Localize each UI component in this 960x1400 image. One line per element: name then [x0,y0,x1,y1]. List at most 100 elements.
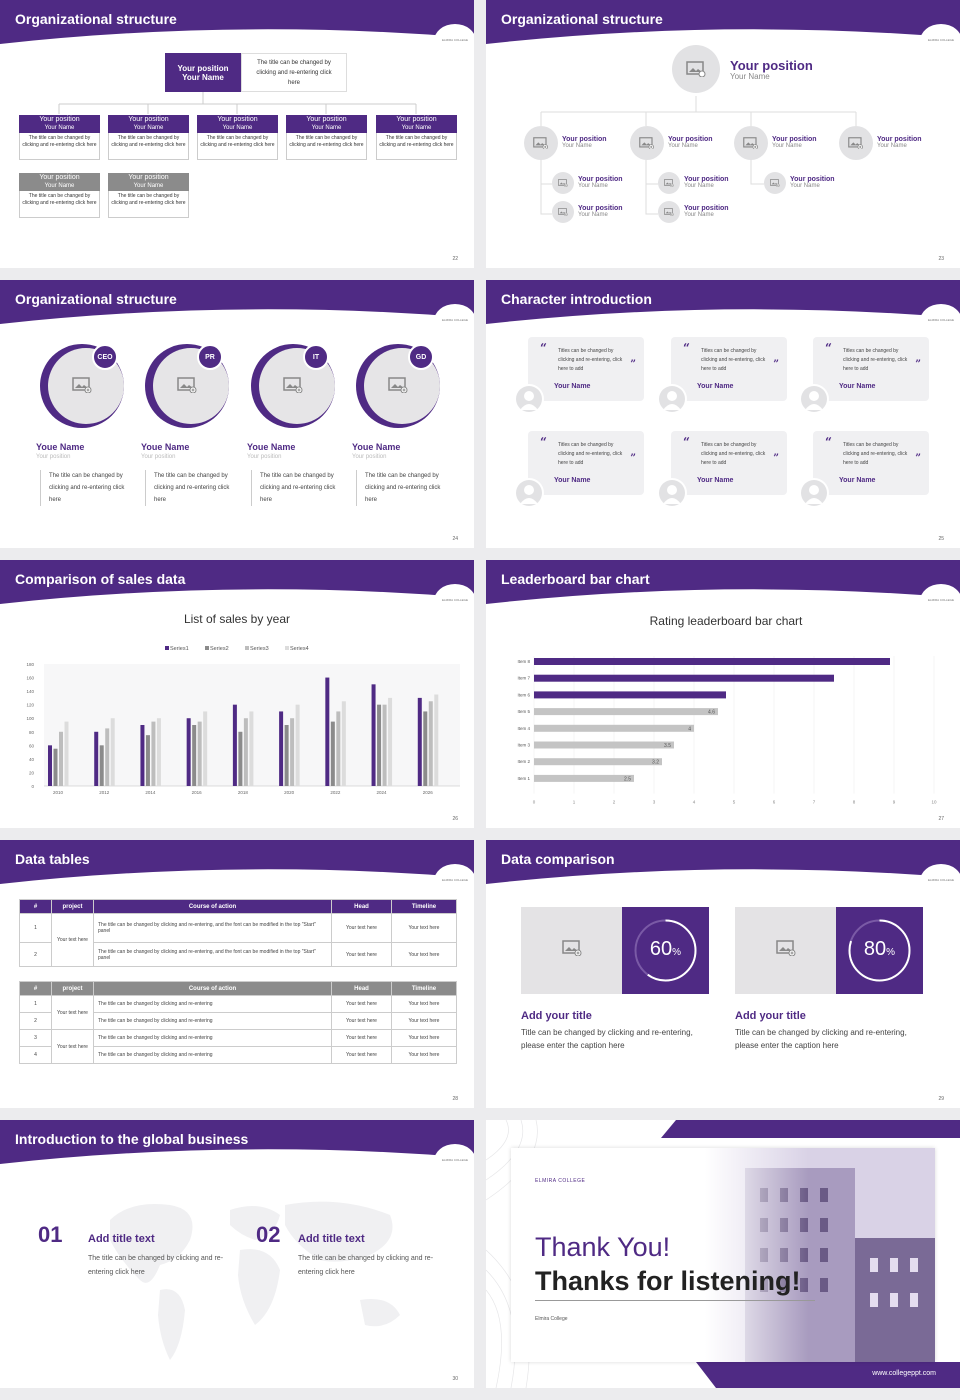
org-box[interactable]: Your position Your Name The title can be c… [108,173,189,218]
character-card[interactable]: “Titles can be changed by clicking and r… [813,337,929,401]
slide-29[interactable]: Data comparison ELMIRA COLLEGE 60% Add yo… [486,840,960,1108]
slide-27[interactable]: Leaderboard bar chart ELMIRA COLLEGE Rat… [486,560,960,828]
x-tick-label: 2026 [423,790,434,795]
character-card[interactable]: “Titles can be changed by clicking and r… [671,431,787,495]
close-quote-icon: ” [915,453,921,464]
bar [330,721,335,786]
slide-23[interactable]: Organizational structure ELMIRA COLLEGE … [486,0,960,268]
slide-22[interactable]: Organizational structure ELMIRA COLLEGE … [0,0,474,268]
bar [377,704,382,786]
org-node[interactable]: Your position Your Name [524,126,607,160]
org-node[interactable]: Your position Your Name [630,126,713,160]
table-row: 2 The title can be changed by clicking a… [19,942,457,967]
table-row: 1 Your text here The title can be changed… [19,995,457,1030]
bar [145,735,150,786]
bar [423,711,428,786]
bar [284,725,289,786]
image-placeholder-icon [552,172,574,194]
org-box[interactable]: Your position Your Name The title can be c… [19,173,100,218]
org-node[interactable]: Your position Your Name [839,126,922,160]
x-tick-label: 0 [533,800,536,805]
org-node[interactable]: Your position Your Name [734,126,817,160]
bar [151,721,156,786]
bar [203,711,208,786]
bar [534,708,718,716]
slide-title: Data tables [15,851,90,867]
bar [534,691,726,699]
image-placeholder [735,907,836,994]
website-link[interactable]: www.collegeppt.com [872,1370,936,1377]
item-title: Add your title [735,1010,806,1022]
bar [341,701,346,786]
bar [534,658,890,665]
legend-label: Series1 [170,646,189,652]
open-quote-icon: “ [540,341,547,355]
org-node[interactable]: Your position Your Name [764,172,835,194]
org-box[interactable]: Your position Your Name The title can be c… [197,115,278,160]
image-placeholder-icon [630,126,664,160]
org-box[interactable]: Your position Your Name The title can be c… [108,115,189,160]
character-card[interactable]: “Titles can be changed by clicking and r… [813,431,929,495]
slide-28[interactable]: Data tables ELMIRA COLLEGE # project Cou… [0,840,474,1108]
org-top-node[interactable]: Your position Your Name [672,45,813,93]
org-node[interactable]: Your position Your Name [658,172,729,194]
org-box[interactable]: Your position Your Name The title can be c… [286,115,367,160]
close-quote-icon: ” [630,359,636,370]
progress-ring [848,919,911,982]
close-quote-icon: ” [773,453,779,464]
legend-swatch [165,646,169,650]
item-title: Add title text [88,1233,155,1245]
org-node[interactable]: Your position Your Name [552,201,623,223]
bar [197,721,202,786]
character-card[interactable]: “Titles can be changed by clicking and r… [671,337,787,401]
y-tick-label: Item 7 [517,676,530,681]
org-node[interactable]: Your position Your Name [552,172,623,194]
image-placeholder-icon [672,45,720,93]
bar [371,684,376,786]
x-tick-label: 1 [573,800,576,805]
percent-panel: 60% [622,907,709,994]
character-card[interactable]: “Titles can be changed by clicking and r… [528,431,644,495]
y-tick-label: 20 [29,770,35,775]
role-badge: GD [408,344,434,370]
slide-header: Data comparison ELMIRA COLLEGE [486,840,960,900]
image-placeholder [521,907,622,994]
bar [434,694,439,786]
x-tick-label: 10 [931,800,937,805]
percent-panel: 80% [836,907,923,994]
slide-25[interactable]: Character introduction ELMIRA COLLEGE “T… [486,280,960,548]
slide-header: Organizational structure ELMIRA COLLEGE [486,0,960,60]
item-number: 01 [38,1222,63,1247]
org-box[interactable]: Your position Your Name The title can be c… [19,115,100,160]
item-desc: The title can be changed by clicking and… [298,1255,434,1276]
slide-30[interactable]: Introduction to the global business ELMI… [0,1120,474,1388]
org-top-box[interactable]: Your position Your Name [165,53,241,92]
slide-header: Data tables ELMIRA COLLEGE [0,840,474,900]
slide-26[interactable]: Comparison of sales data ELMIRA COLLEGE … [0,560,474,828]
page-number: 26 [452,816,458,822]
y-tick-label: 160 [26,676,34,681]
slide-header: Leaderboard bar chart ELMIRA COLLEGE [486,560,960,620]
college-subtitle: Elmira College [535,1316,568,1322]
x-tick-label: 2 [613,800,616,805]
slide-title: Leaderboard bar chart [501,571,650,587]
image-placeholder-icon [839,126,873,160]
y-tick-label: Item 4 [517,726,530,731]
bar [186,718,191,786]
bar [295,704,300,786]
data-table-1: # project Course of action Head Timeline… [19,899,457,967]
image-placeholder-icon [524,126,558,160]
college-logo: ELMIRA COLLEGE [920,864,960,898]
bar [110,718,115,786]
page-number: 27 [938,816,944,822]
leaderboard-bar-chart: 0 1 2 3 4 5 6 7 8 9 10 Item 8 Item 7 Item 6 Item 5 4.6 I… [517,656,937,805]
avatar [799,384,829,414]
slide-31[interactable]: ELMIRA COLLEGE Thank You! Thanks for lis… [486,1120,960,1388]
college-logo: ELMIRA COLLEGE [920,24,960,58]
character-card[interactable]: “Titles can be changed by clicking and r… [528,337,644,401]
slide-24[interactable]: Organizational structure ELMIRA COLLEGE … [0,280,474,548]
org-node[interactable]: Your position Your Name [658,201,729,223]
college-logo: ELMIRA COLLEGE [920,304,960,338]
open-quote-icon: “ [683,341,690,355]
org-box[interactable]: Your position Your Name The title can be c… [376,115,457,160]
